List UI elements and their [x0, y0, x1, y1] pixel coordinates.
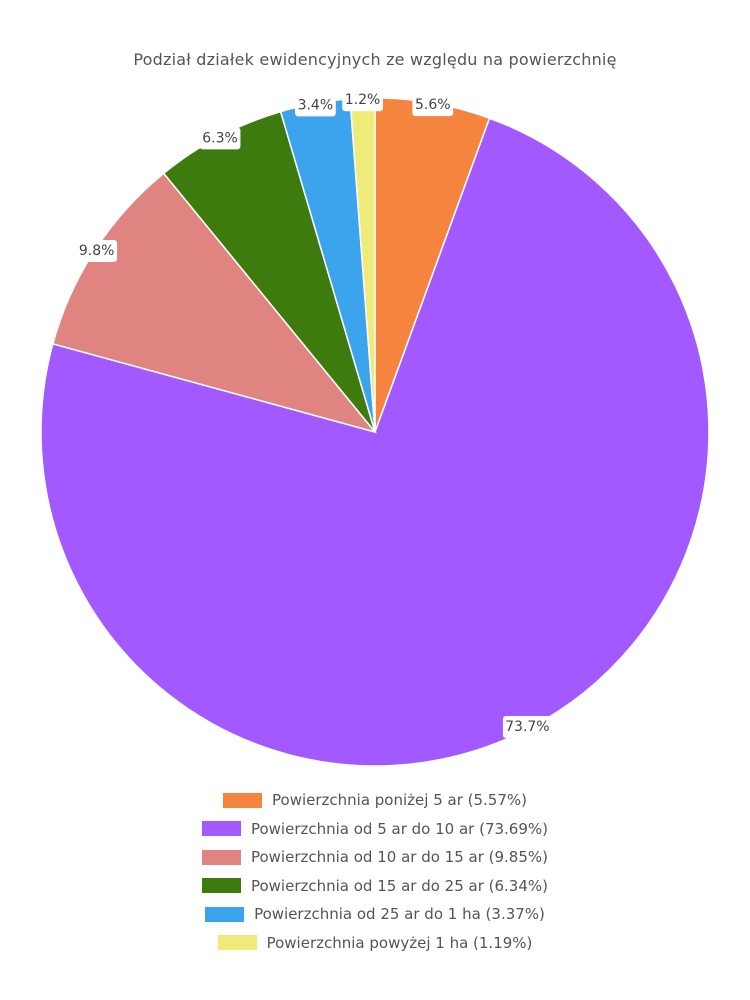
slice-label-text: 1.2% — [345, 92, 381, 108]
chart-title: Podział działek ewidencyjnych ze względu… — [133, 50, 617, 69]
legend-swatch — [205, 906, 245, 922]
legend-item[interactable]: Powierzchnia od 10 ar do 15 ar (9.85%) — [0, 843, 750, 872]
legend-item[interactable]: Powierzchnia od 25 ar do 1 ha (3.37%) — [0, 900, 750, 929]
slice-data-label: 1.2% — [342, 89, 383, 112]
legend-item[interactable]: Powierzchnia powyżej 1 ha (1.19%) — [0, 929, 750, 958]
legend-swatch — [201, 878, 241, 894]
legend-swatch — [223, 792, 262, 808]
slice-label-text: 73.7% — [505, 719, 549, 735]
legend-item[interactable]: Powierzchnia od 5 ar do 10 ar (73.69%) — [0, 815, 750, 844]
pie-chart: 5.6% 73.7% 9.8% 6.3% 3.4% 1.2% — [41, 89, 709, 766]
legend-label: Powierzchnia od 10 ar do 15 ar (9.85%) — [250, 848, 549, 867]
slice-data-label: 6.3% — [199, 127, 241, 150]
slice-data-label: 5.6% — [412, 94, 454, 117]
slice-label-text: 6.3% — [202, 130, 238, 146]
legend-item[interactable]: Powierzchnia poniżej 5 ar (5.57%) — [0, 786, 750, 815]
legend-swatch — [217, 935, 257, 951]
slice-label-text: 3.4% — [298, 97, 334, 113]
legend-label: Powierzchnia od 25 ar do 1 ha (3.37%) — [254, 905, 545, 924]
legend-item[interactable]: Powierzchnia od 15 ar do 25 ar (6.34%) — [0, 872, 750, 901]
slice-label-text: 9.8% — [79, 243, 115, 259]
legend-swatch — [201, 849, 241, 865]
legend-label: Powierzchnia powyżej 1 ha (1.19%) — [266, 933, 533, 952]
slice-label-text: 5.6% — [415, 97, 451, 113]
slice-data-label: 9.8% — [76, 240, 118, 263]
legend-label: Powierzchnia od 15 ar do 25 ar (6.34%) — [250, 876, 549, 895]
legend-swatch — [201, 821, 241, 837]
slice-data-label: 3.4% — [294, 94, 336, 117]
legend-label: Powierzchnia od 5 ar do 10 ar (73.69%) — [250, 819, 549, 838]
legend-label: Powierzchnia poniżej 5 ar (5.57%) — [272, 791, 527, 810]
slice-data-label: 73.7% — [502, 715, 552, 738]
chart-legend: Powierzchnia poniżej 5 ar (5.57%) Powierz… — [0, 786, 750, 957]
